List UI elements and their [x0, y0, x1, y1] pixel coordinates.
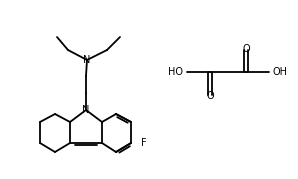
Text: O: O — [242, 44, 250, 54]
Text: F: F — [141, 138, 147, 148]
Text: N: N — [83, 55, 91, 65]
Text: O: O — [206, 91, 214, 101]
Text: OH: OH — [273, 67, 288, 77]
Text: N: N — [82, 105, 90, 115]
Text: HO: HO — [168, 67, 183, 77]
